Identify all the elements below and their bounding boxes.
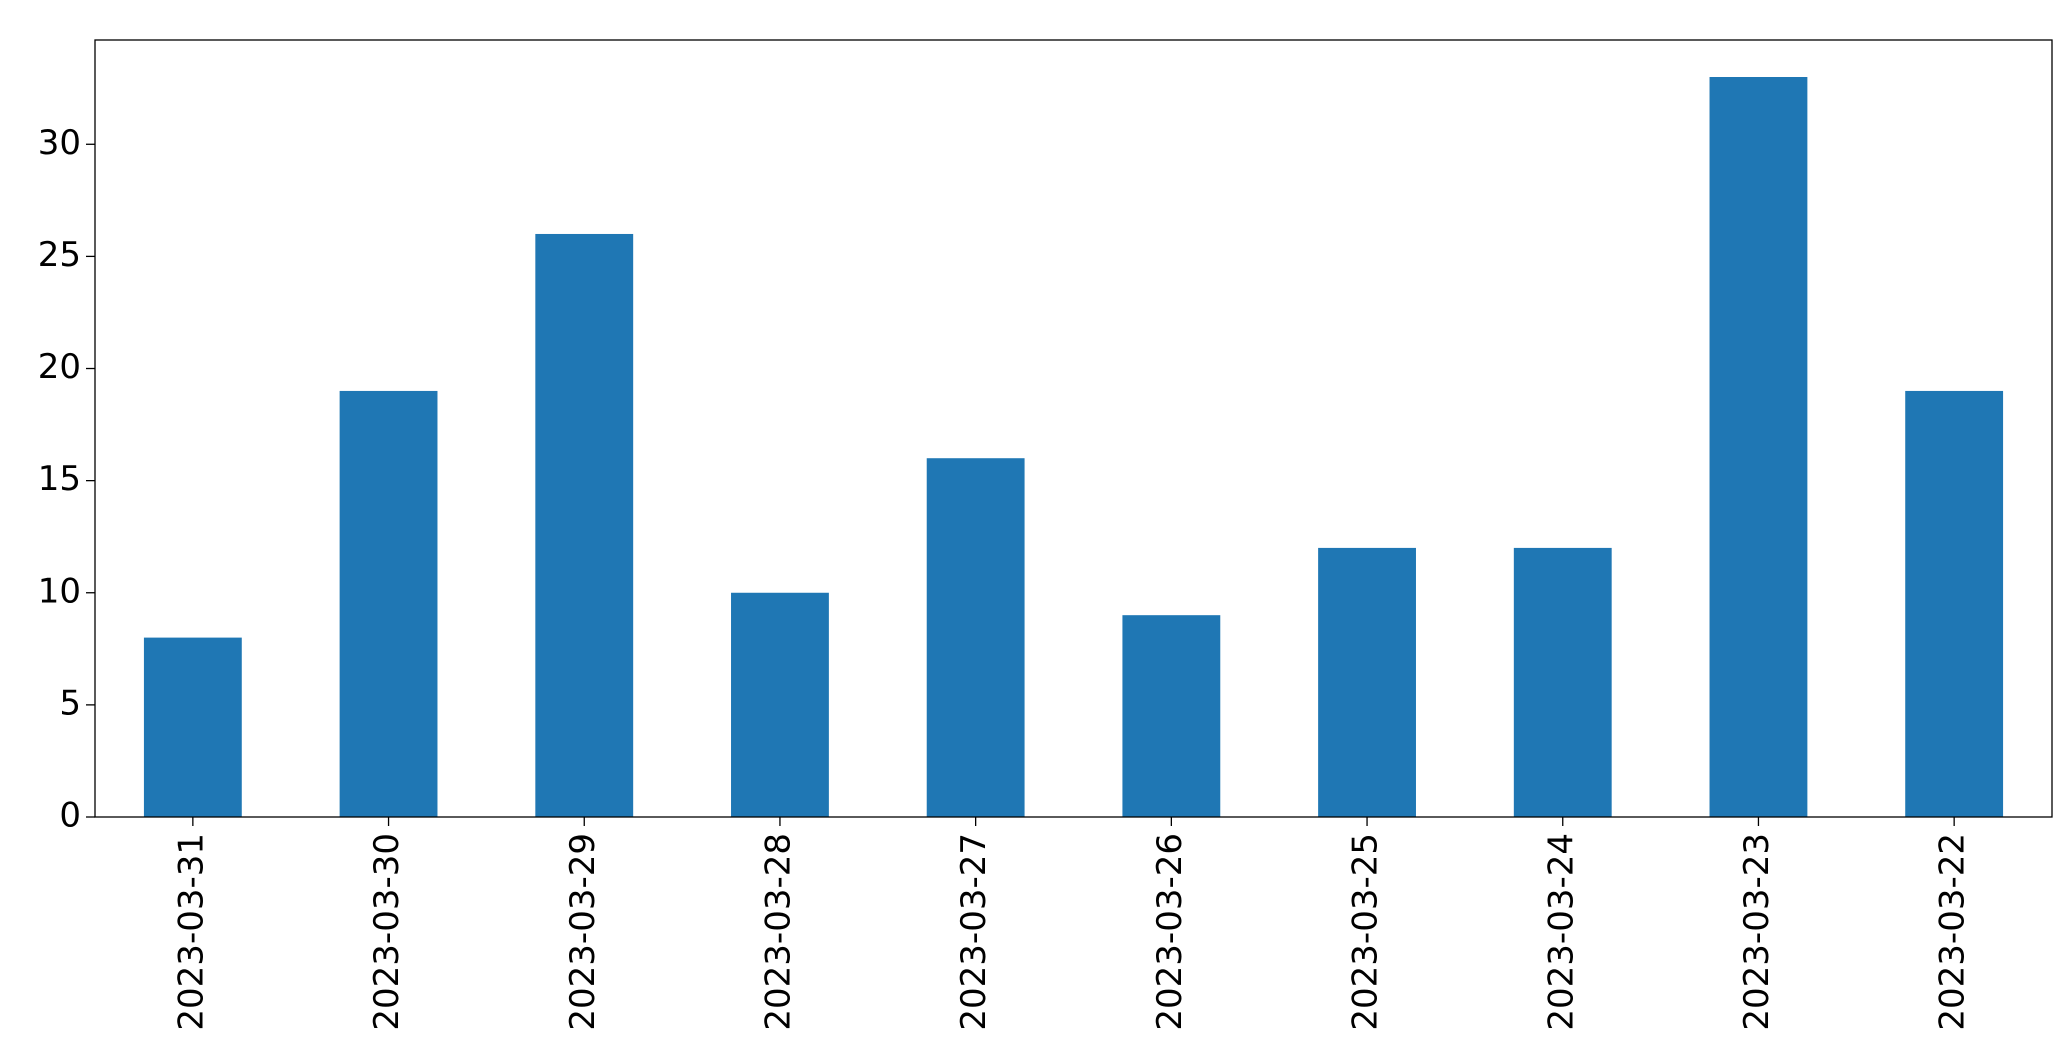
x-tick-label: 2023-03-29 [563, 833, 603, 1031]
x-tick-label: 2023-03-25 [1346, 833, 1386, 1031]
y-tick-label: 30 [38, 123, 81, 163]
x-tick-label: 2023-03-28 [758, 833, 798, 1031]
y-tick-label: 25 [38, 235, 81, 275]
bar [143, 637, 242, 817]
bar [1122, 615, 1221, 817]
y-tick-label: 10 [38, 571, 81, 611]
bar [731, 592, 829, 817]
plot-frame [94, 39, 2053, 818]
y-tick-label: 20 [38, 347, 81, 387]
x-tick-label: 2023-03-22 [1933, 833, 1973, 1031]
bar [339, 390, 438, 817]
bar [1318, 547, 1416, 817]
bar [1709, 77, 1808, 817]
bar [1905, 390, 2004, 817]
y-tick-label: 0 [59, 796, 81, 836]
y-tick-label: 15 [38, 459, 81, 499]
x-tick-label: 2023-03-26 [1150, 833, 1190, 1031]
x-tick-label: 2023-03-27 [954, 833, 994, 1031]
bar [1513, 547, 1612, 817]
bar [535, 233, 634, 817]
bar [926, 458, 1025, 817]
x-tick-label: 2023-03-30 [367, 833, 407, 1031]
x-tick-label: 2023-03-31 [171, 833, 211, 1031]
x-tick-label: 2023-03-23 [1737, 833, 1777, 1031]
y-tick-label: 5 [59, 683, 81, 723]
x-tick-label: 2023-03-24 [1541, 833, 1581, 1031]
